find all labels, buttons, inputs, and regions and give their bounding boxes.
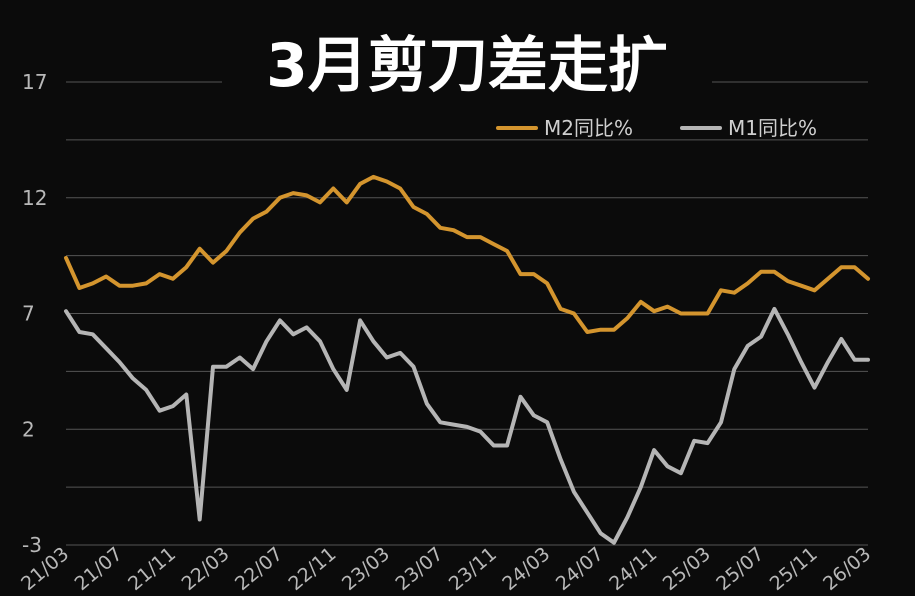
- title-backdrop: [222, 28, 712, 100]
- y-tick-label: 17: [22, 70, 47, 94]
- y-tick-label: 2: [22, 417, 35, 441]
- y-tick-label: 7: [22, 302, 35, 326]
- y-axis-ticks: 17 12 7 2 -3: [22, 70, 47, 557]
- y-tick-label: 12: [22, 186, 47, 210]
- series-line: [64, 174, 870, 334]
- legend-label: M2同比%: [544, 116, 633, 140]
- series-lines: [64, 174, 870, 545]
- grid-lines: [66, 81, 868, 546]
- series-line: [64, 306, 870, 545]
- legend: M2同比% M1同比%: [496, 116, 817, 140]
- chart-title: 3月剪刀差走扩: [266, 31, 668, 101]
- y-tick-label: -3: [22, 533, 42, 557]
- legend-label: M1同比%: [728, 116, 817, 140]
